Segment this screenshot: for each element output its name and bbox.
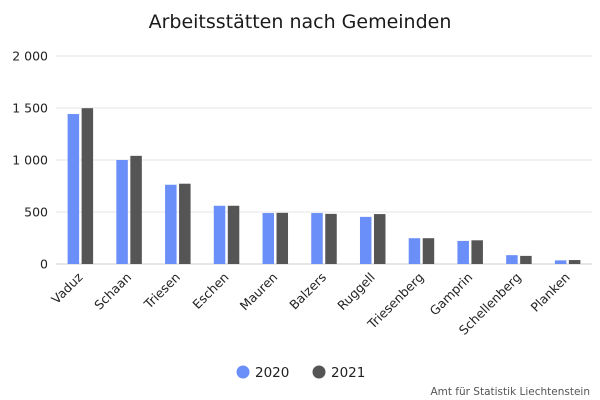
x-axis-tick-labels: Vaduz Schaan Triesen Eschen Mauren Balzers Rug… <box>48 269 573 338</box>
x-tick-label: Schaan <box>91 270 134 313</box>
legend-marker-2021 <box>312 365 326 379</box>
bar-2020-gamprin <box>457 240 469 264</box>
bar-2021-eschen <box>227 205 240 264</box>
chart-title: Arbeitsstätten nach Gemeinden <box>149 11 452 33</box>
x-tick-label: Balzers <box>286 270 329 313</box>
bar-2021-triesen <box>179 183 191 264</box>
bar-2020-balzers <box>311 213 323 264</box>
x-tick-label: Eschen <box>189 270 231 312</box>
bar-2020-vaduz <box>67 114 80 264</box>
bar-2020-eschen <box>213 205 226 264</box>
legend-marker-2020 <box>236 365 250 379</box>
bar-2020-triesen <box>165 184 177 264</box>
y-tick-label: 0 <box>40 257 48 272</box>
legend-label-2021: 2021 <box>331 365 365 381</box>
source-note: Amt für Statistik Liechtenstein <box>430 386 590 398</box>
bar-2020-ruggell <box>359 216 372 264</box>
y-tick-label: 1 000 <box>12 153 48 168</box>
bar-2021-ruggell <box>373 214 386 264</box>
bar-2021-planken <box>568 260 581 264</box>
bar-2021-schaan <box>130 155 142 264</box>
x-tick-label: Planken <box>528 270 573 315</box>
bars <box>67 108 581 264</box>
bar-2020-planken <box>554 260 567 264</box>
y-tick-label: 1 500 <box>12 101 48 116</box>
bar-2020-triesenberg <box>408 238 421 264</box>
bar-2021-vaduz <box>81 108 94 264</box>
x-tick-label: Mauren <box>237 270 281 314</box>
gridlines <box>56 55 592 265</box>
bar-2020-schellenberg <box>506 255 518 264</box>
x-tick-label: Triesen <box>140 270 183 313</box>
y-tick-label: 500 <box>24 205 48 220</box>
bar-2021-schellenberg <box>520 255 532 264</box>
x-tick-label: Ruggell <box>334 270 378 314</box>
bar-2020-mauren <box>262 213 275 264</box>
bar-2021-triesenberg <box>422 238 435 264</box>
y-axis-tick-labels: 0 500 1 000 1 500 2 000 <box>12 49 48 272</box>
bar-2021-mauren <box>276 212 289 264</box>
x-tick-label: Gamprin <box>427 270 476 319</box>
bar-2021-balzers <box>325 213 337 264</box>
x-tick-label: Vaduz <box>48 269 86 307</box>
bar-2021-gamprin <box>471 240 483 264</box>
bar-2020-schaan <box>116 160 128 264</box>
legend-label-2020: 2020 <box>255 365 289 381</box>
y-tick-label: 2 000 <box>12 49 48 64</box>
legend: 2020 2021 <box>236 365 365 381</box>
